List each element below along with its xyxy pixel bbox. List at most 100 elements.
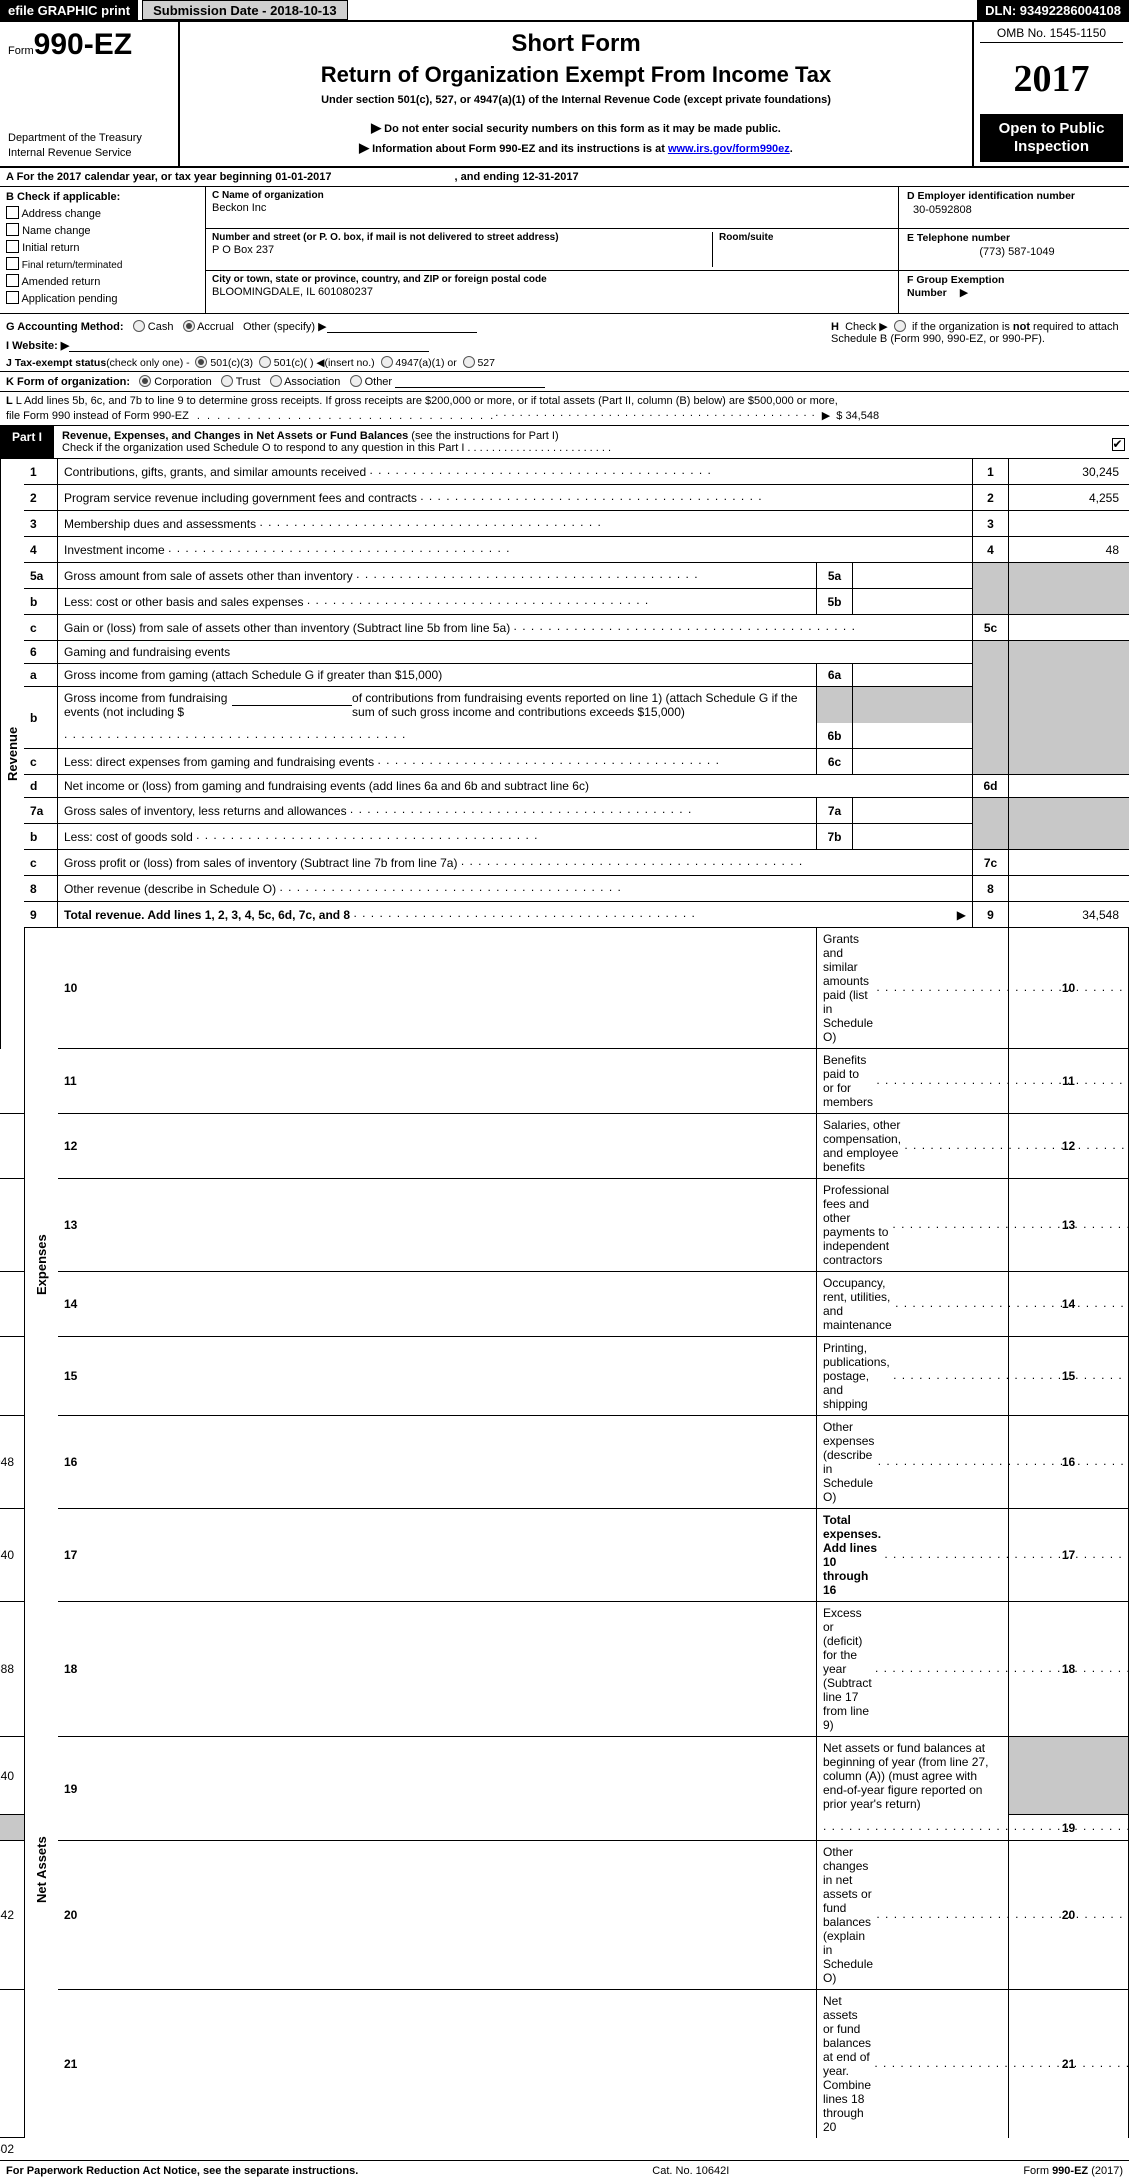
- line-6b-blank[interactable]: [232, 705, 352, 706]
- gh-right: H Check ▶ if the organization is not req…: [823, 320, 1123, 369]
- part-1-title-tail: (see the instructions for Part I): [408, 430, 558, 442]
- chk-name-change[interactable]: Name change: [6, 223, 199, 237]
- j-527: 527: [477, 357, 495, 369]
- line-6b-in: 6b: [817, 723, 853, 749]
- line-21-rv: 68,502: [0, 2138, 24, 2160]
- line-8-text: Other revenue (describe in Schedule O): [58, 876, 973, 902]
- line-1-rv: 30,245: [1009, 459, 1129, 485]
- header-left: Form990-EZ Department of the Treasury In…: [0, 22, 180, 166]
- chk-address-change[interactable]: Address change: [6, 206, 199, 220]
- row-k: K Form of organization: Corporation Trus…: [0, 372, 1129, 392]
- c-city-value: BLOOMINGDALE, IL 601080237: [212, 286, 892, 298]
- line-19-rv: 69,642: [0, 1841, 24, 1990]
- line-1-rn: 1: [973, 459, 1009, 485]
- line-5a-iv: [853, 563, 973, 589]
- chk-initial-return[interactable]: Initial return: [6, 240, 199, 254]
- line-9-num: 9: [24, 902, 58, 928]
- radio-4947[interactable]: [381, 356, 393, 368]
- line-6c-num: c: [24, 749, 58, 775]
- line-4-rv: 48: [1009, 537, 1129, 563]
- dept-treasury: Department of the Treasury: [8, 131, 170, 145]
- part-1-checkbox[interactable]: [1112, 438, 1125, 451]
- line-19-num: 19: [58, 1737, 817, 1841]
- line-g: G Accounting Method: Cash Accrual Other …: [6, 320, 823, 333]
- form-header: Form990-EZ Department of the Treasury In…: [0, 22, 1129, 168]
- chk-amended-return[interactable]: Amended return: [6, 274, 199, 288]
- chk-final-return-label: Final return/terminated: [22, 260, 123, 271]
- block-bcdef: B Check if applicable: Address change Na…: [0, 187, 1129, 314]
- line-16-text: Other expenses (describe in Schedule O): [817, 1416, 1009, 1509]
- header-right: OMB No. 1545-1150 2017 Open to Public In…: [974, 22, 1129, 166]
- form-number: Form990-EZ: [8, 28, 170, 62]
- line-7a-in: 7a: [817, 798, 853, 824]
- chk-initial-return-label: Initial return: [22, 242, 79, 254]
- line-6a-iv: [853, 664, 973, 687]
- line-7ab-rv-shade: [1009, 798, 1129, 850]
- info-link[interactable]: www.irs.gov/form990ez: [668, 143, 790, 155]
- line-6c-in: 6c: [817, 749, 853, 775]
- h-check[interactable]: [894, 320, 906, 332]
- department-info: Department of the Treasury Internal Reve…: [8, 131, 170, 160]
- line-12-text: Salaries, other compensation, and employ…: [817, 1114, 1009, 1179]
- line-9-text: Total revenue. Add lines 1, 2, 3, 4, 5c,…: [58, 902, 973, 928]
- part-1-desc: Revenue, Expenses, and Changes in Net As…: [54, 426, 1107, 458]
- line-15-rv: 948: [0, 1416, 24, 1509]
- line-2-rv: 4,255: [1009, 485, 1129, 511]
- line-11-rv: [0, 1114, 24, 1179]
- f-group-label2: Number: [907, 287, 947, 299]
- line-20-text: Other changes in net assets or fund bala…: [817, 1841, 1009, 1990]
- line-18-rn: 18: [1009, 1602, 1129, 1737]
- f-group-label: F Group Exemption: [907, 274, 1004, 286]
- line-7b-text: Less: cost of goods sold: [58, 824, 817, 850]
- tax-year: 2017: [980, 57, 1123, 101]
- k-assoc: Association: [284, 376, 340, 388]
- col-b-checkboxes: B Check if applicable: Address change Na…: [0, 187, 206, 313]
- line-20-rn: 20: [1009, 1841, 1129, 1990]
- line-12-num: 12: [58, 1114, 817, 1179]
- k-other-blank[interactable]: [395, 387, 545, 388]
- row-a-begin: A For the 2017 calendar year, or tax yea…: [6, 171, 331, 183]
- d-ein-label: D Employer identification number: [907, 190, 1121, 202]
- part-1-header: Part I Revenue, Expenses, and Changes in…: [0, 426, 1129, 459]
- radio-accrual[interactable]: [183, 320, 195, 332]
- footer-left: For Paperwork Reduction Act Notice, see …: [6, 2165, 358, 2177]
- radio-other[interactable]: [350, 375, 362, 387]
- header-center: Short Form Return of Organization Exempt…: [180, 22, 974, 166]
- radio-association[interactable]: [270, 375, 282, 387]
- radio-cash[interactable]: [133, 320, 145, 332]
- netassets-label: Net Assets: [24, 1602, 58, 2138]
- chk-final-return[interactable]: Final return/terminated: [6, 257, 199, 271]
- line-6c-text: Less: direct expenses from gaming and fu…: [58, 749, 817, 775]
- line-7b-in: 7b: [817, 824, 853, 850]
- part-1-grid: Revenue 1 Contributions, gifts, grants, …: [0, 459, 1129, 2161]
- line-13-text: Professional fees and other payments to …: [817, 1179, 1009, 1272]
- line-6a-text: Gross income from gaming (attach Schedul…: [58, 664, 817, 687]
- line-16-num: 16: [58, 1416, 817, 1509]
- line-6a-num: a: [24, 664, 58, 687]
- form-990-ez: 990-EZ: [34, 28, 132, 61]
- part-1-dots: . . . . . . . . . . . . . . . . . . . . …: [464, 442, 611, 454]
- line-16-rv: 34,740: [0, 1509, 24, 1602]
- line-6b-text-1: Gross income from fundraising events (no…: [58, 687, 817, 723]
- chk-application-pending[interactable]: Application pending: [6, 291, 199, 305]
- i-website-blank[interactable]: [69, 351, 429, 352]
- line-3-rv: [1009, 511, 1129, 537]
- radio-527[interactable]: [463, 356, 475, 368]
- line-5b-text: Less: cost or other basis and sales expe…: [58, 589, 817, 615]
- line-19-rn: 19: [1009, 1815, 1129, 1841]
- g-other-blank[interactable]: [327, 332, 477, 333]
- line-9-rv: 34,548: [1009, 902, 1129, 928]
- line-6-rn-shade: [973, 641, 1009, 775]
- part-1-check-line: Check if the organization used Schedule …: [62, 442, 464, 454]
- radio-trust[interactable]: [221, 375, 233, 387]
- j-tail: (check only one) -: [106, 357, 189, 369]
- dept-irs: Internal Revenue Service: [8, 146, 170, 160]
- line-17-num: 17: [58, 1509, 817, 1602]
- radio-501c3[interactable]: [195, 356, 207, 368]
- line-6d-text: Net income or (loss) from gaming and fun…: [58, 775, 973, 798]
- radio-501c[interactable]: [259, 356, 271, 368]
- l-text2: file Form 990 instead of Form 990-EZ: [6, 410, 189, 422]
- line-8-rv: [1009, 876, 1129, 902]
- line-3-num: 3: [24, 511, 58, 537]
- radio-corporation[interactable]: [139, 375, 151, 387]
